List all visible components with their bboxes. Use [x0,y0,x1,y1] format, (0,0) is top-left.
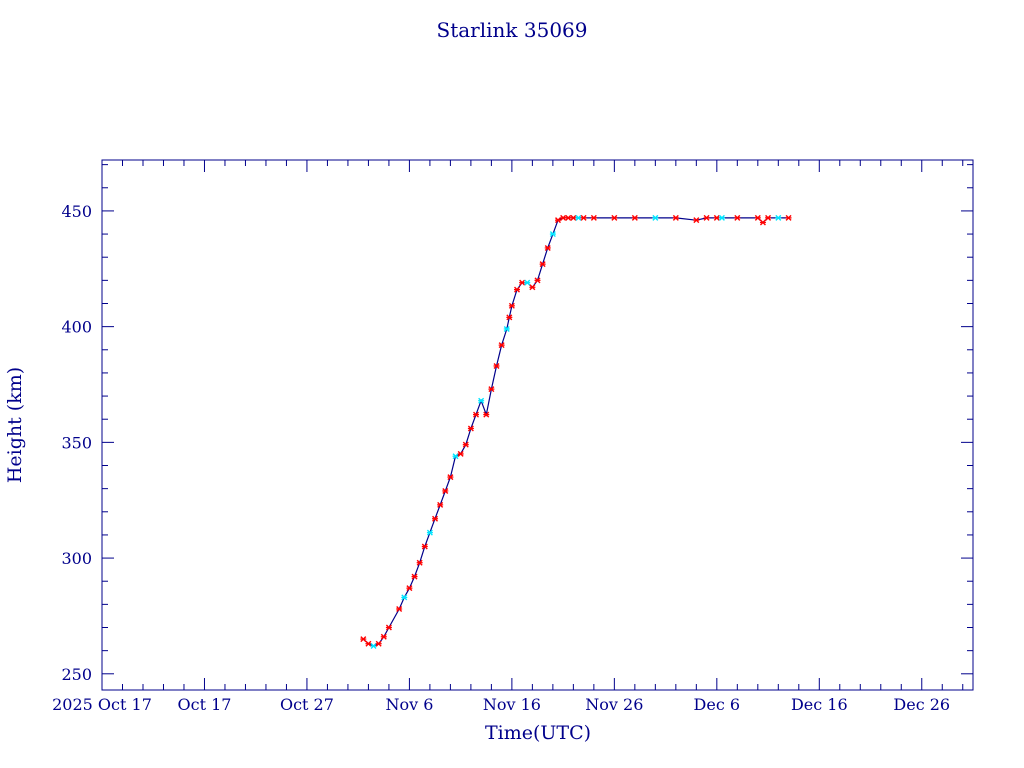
data-point [421,543,428,550]
data-point [437,501,444,508]
y-tick-label: 250 [61,665,92,684]
data-point [478,397,485,404]
data-point [426,529,433,536]
data-point [554,217,561,224]
data-point [467,425,474,432]
axis-ticks [101,160,973,690]
x-tick-label: Nov 16 [483,695,541,714]
data-point [360,636,367,643]
data-point [575,214,582,221]
series-group [360,214,792,650]
data-point [457,450,464,457]
data-point [713,214,720,221]
y-tick-label: 400 [61,318,92,337]
data-point [549,231,556,238]
data-point [508,302,515,309]
data-point [375,640,382,647]
data-point [590,214,597,221]
x-tick-label: Dec 26 [893,695,950,714]
data-point [734,214,741,221]
data-point [631,214,638,221]
data-point [534,277,541,284]
x-tick-label: Oct 17 [177,695,231,714]
data-point [493,362,500,369]
x-tick-label: Dec 16 [791,695,848,714]
tick-labels: 2025 Oct 17 Oct 17 Oct 27 Nov 6 Nov 16 Nov 26… [52,202,950,714]
data-point [396,606,403,612]
data-point [754,214,761,221]
y-tick-label: 450 [61,202,92,221]
data-point [411,573,418,580]
data-point [703,214,710,221]
data-point [519,279,526,286]
data-point [483,411,490,418]
data-point [432,515,439,522]
data-point [565,214,572,221]
data-point [580,214,587,221]
data-point [506,314,513,321]
data-point [385,624,392,631]
data-point [462,441,469,448]
data-point [524,279,531,286]
data-point [380,633,387,640]
series-line [362,217,789,647]
x-tick-label: Nov 6 [385,695,433,714]
y-tick-label: 350 [61,433,92,452]
x-tick-label: Oct 27 [280,695,334,714]
data-point [416,559,423,566]
y-axis-label: Height (km) [4,367,26,483]
data-point [452,453,459,460]
data-point [785,214,792,221]
data-point [560,214,567,221]
data-point [442,487,449,494]
data-point [718,214,725,221]
data-point [570,214,577,221]
data-point [473,411,480,418]
data-point [765,214,772,221]
data-point [447,474,454,481]
data-point [544,244,551,251]
x-tick-label: Nov 26 [585,695,643,714]
plot-frame [101,159,974,691]
data-point [488,386,495,393]
data-point [365,640,372,647]
data-point [406,585,413,592]
data-point [529,284,536,291]
data-point [652,214,659,221]
x-tick-label: Dec 6 [694,695,741,714]
data-point [503,325,510,332]
y-tick-label: 300 [61,549,92,568]
data-point [539,261,546,268]
data-point [611,214,618,221]
data-point [370,643,377,650]
data-point [498,342,505,349]
data-point [401,594,408,601]
x-tick-label: 2025 Oct 17 [52,695,152,714]
data-point [759,219,766,226]
chart-title: Starlink 35069 [437,18,588,42]
x-axis-label: Time(UTC) [485,722,591,744]
data-point [672,214,679,221]
data-point [775,214,782,221]
data-point [693,217,700,224]
data-point [514,286,521,293]
